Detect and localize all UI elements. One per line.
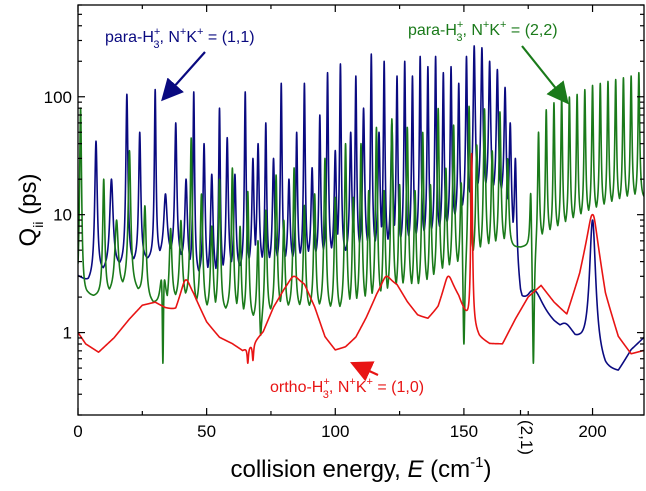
- x-tick-label: 150: [450, 422, 478, 441]
- x-tick-label: 100: [321, 422, 349, 441]
- x-tick-label: 0: [73, 422, 82, 441]
- plot-frame: [77, 4, 645, 416]
- annotation-para22: para-H+ 3, N+K+ = (2,2): [408, 19, 558, 44]
- y-tick-label: 1: [63, 324, 72, 343]
- series-line-ortho10: [78, 152, 644, 364]
- y-tick-label: 100: [44, 88, 72, 107]
- ticks-layer: 0 50 100 150 200 1 10 100: [44, 4, 644, 441]
- annotation-ortho10-backdrop: [268, 371, 506, 399]
- x-axis-title: collision energy, E (cm-1): [231, 454, 492, 483]
- annotation-ortho10: ortho-H+ 3, N+K+ = (1,0): [270, 376, 424, 401]
- annotation-para11: para-H+ 3, N+K+ = (1,1): [105, 26, 255, 51]
- series-line-para11: [78, 45, 644, 371]
- annotation-arrow-para11: [161, 51, 206, 102]
- annotation-arrow-ortho10: [350, 361, 379, 382]
- series-layer: [78, 45, 644, 371]
- x-tick-label: 200: [578, 422, 606, 441]
- series-line-para22: [78, 71, 644, 364]
- y-axis-title: Qii (ps): [15, 174, 46, 247]
- y-tick-label: 10: [53, 206, 72, 225]
- x-tick-label: 50: [197, 422, 216, 441]
- threshold-label: (2,1): [517, 420, 536, 455]
- annotation-arrow-para22: [521, 45, 569, 105]
